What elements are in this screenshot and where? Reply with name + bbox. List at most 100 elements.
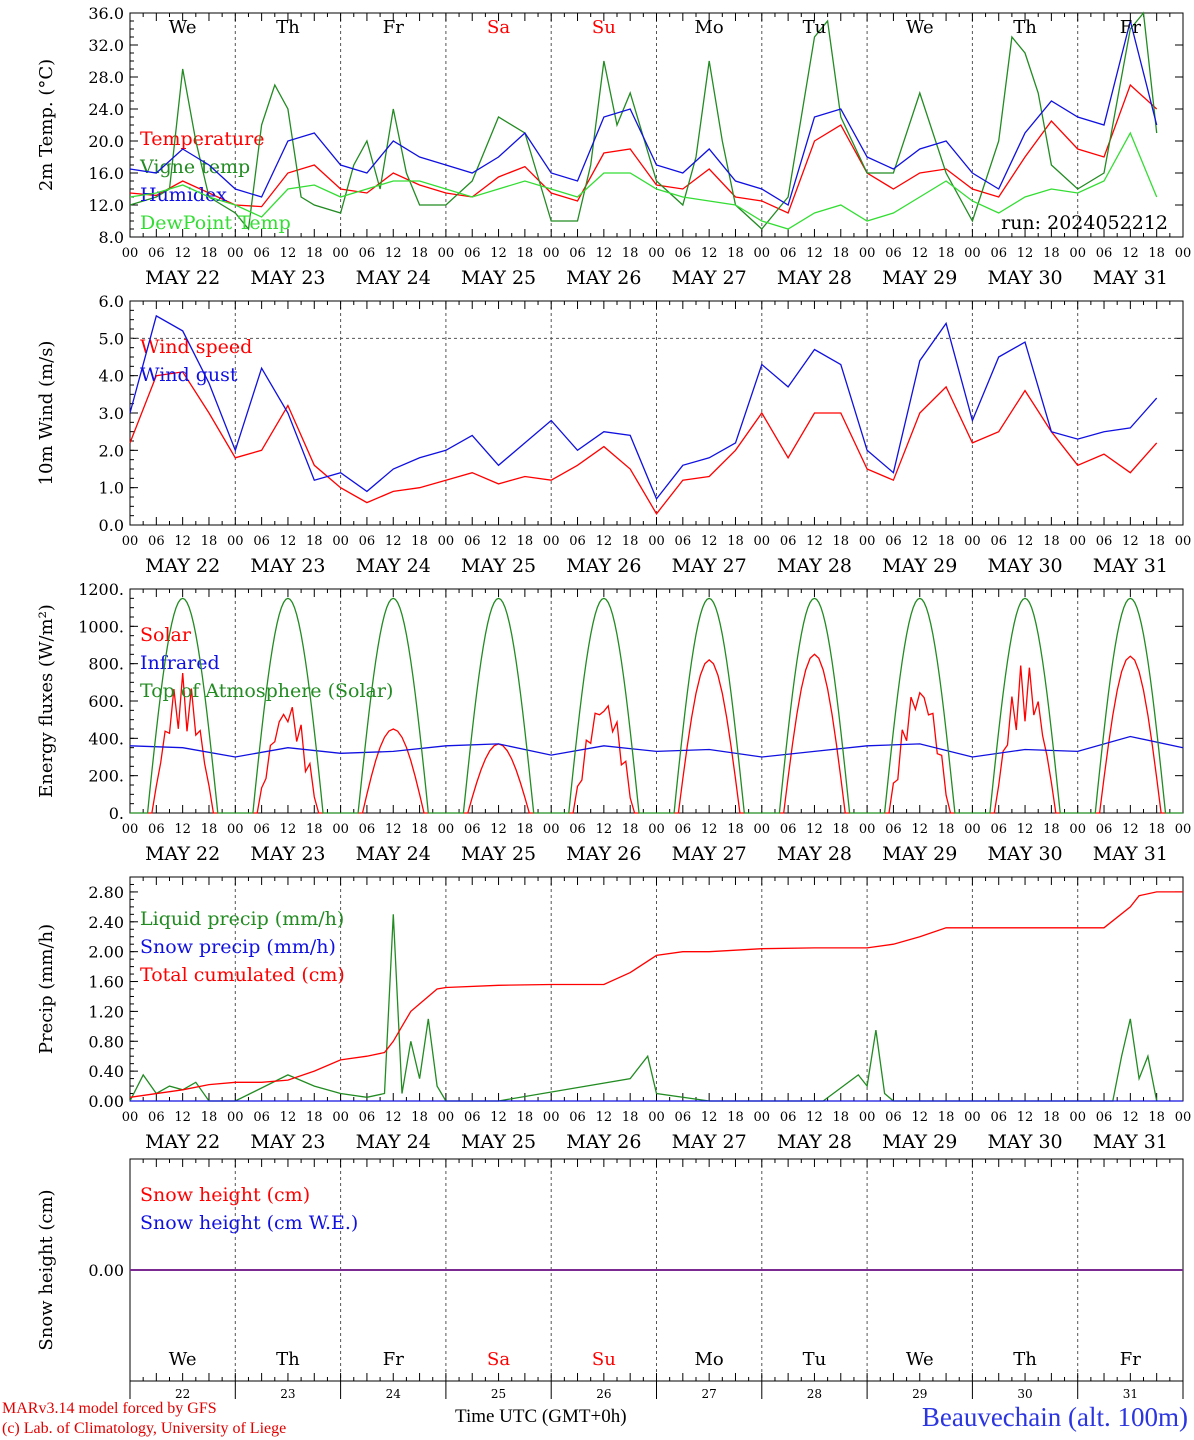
series-line [972, 597, 1078, 814]
hour-tick-label: 00 [227, 822, 244, 837]
day-number-label: 28 [807, 1387, 822, 1401]
legend-entry: Wind speed [140, 336, 252, 358]
hour-tick-label: 06 [359, 822, 376, 837]
hour-tick-label: 12 [806, 1110, 823, 1125]
day-number-label: 25 [491, 1387, 506, 1401]
y-tick-label: 1200. [78, 580, 124, 599]
date-label: MAY 31 [1093, 267, 1168, 289]
hour-tick-label: 00 [1069, 1110, 1086, 1125]
panel-4: 0.00 0.40 0.80 1.20 1.60 2.00 2.40 2.80 Precip (… [36, 876, 1191, 1153]
series-line [867, 597, 973, 814]
series-line [1095, 655, 1166, 814]
y-tick-label: 0.40 [88, 1062, 124, 1081]
date-label: MAY 30 [987, 1131, 1062, 1153]
hour-tick-label: 18 [517, 1110, 534, 1125]
hour-tick-label: 00 [227, 1110, 244, 1125]
weekday-label: Fr [383, 17, 404, 38]
date-label: MAY 28 [777, 555, 852, 577]
hour-tick-label: 18 [306, 822, 323, 837]
weekday-label: Fr [1120, 1349, 1141, 1370]
weekday-label: Su [592, 1349, 616, 1370]
date-label: MAY 26 [566, 1131, 641, 1153]
date-label: MAY 22 [145, 1131, 220, 1153]
day-number-label: 27 [702, 1387, 717, 1401]
legend-entry: Humidex [140, 184, 227, 206]
hour-tick-label: 12 [596, 246, 613, 261]
date-label: MAY 22 [145, 843, 220, 865]
date-label: MAY 29 [882, 1131, 957, 1153]
weekday-label: We [169, 1349, 197, 1370]
hour-tick-label: 06 [464, 246, 481, 261]
y-tick-label: 4.0 [99, 367, 124, 386]
hour-tick-label: 06 [569, 1110, 586, 1125]
legend-entry: Snow height (cm W.E.) [140, 1212, 358, 1234]
series-line [129, 735, 1184, 758]
hour-tick-label: 00 [438, 1110, 455, 1125]
y-axis-label: Precip (mm/h) [36, 924, 57, 1054]
hour-tick-label: 06 [990, 822, 1007, 837]
weekday-label: Fr [383, 1349, 404, 1370]
hour-tick-label: 00 [1069, 534, 1086, 549]
hour-tick-label: 12 [174, 534, 191, 549]
hour-tick-label: 18 [1043, 534, 1060, 549]
hour-tick-label: 18 [833, 1110, 850, 1125]
date-label: MAY 31 [1093, 843, 1168, 865]
series-line [445, 597, 552, 814]
hour-tick-label: 00 [648, 1110, 665, 1125]
legend-entry: Infrared [140, 652, 220, 674]
hour-tick-label: 06 [1096, 246, 1113, 261]
hour-tick-label: 00 [754, 822, 771, 837]
legend-entry: Wind gust [140, 364, 238, 386]
y-axis-label: 2m Temp. (°C) [36, 59, 57, 191]
date-label: MAY 30 [987, 267, 1062, 289]
hour-tick-label: 18 [727, 246, 744, 261]
y-tick-label: 16.0 [88, 164, 124, 183]
hour-tick-label: 12 [174, 1110, 191, 1125]
hour-tick-label: 12 [596, 822, 613, 837]
y-tick-label: 2.40 [88, 913, 124, 932]
weekday-label: Th [1013, 17, 1037, 38]
weekday-label: Th [1013, 1349, 1037, 1370]
hour-tick-label: 12 [385, 822, 402, 837]
hour-tick-label: 18 [306, 534, 323, 549]
hour-tick-label: 06 [990, 1110, 1007, 1125]
series-line [130, 597, 236, 814]
hour-tick-label: 18 [517, 246, 534, 261]
hour-tick-label: 00 [543, 822, 560, 837]
hour-tick-label: 12 [280, 1110, 297, 1125]
hour-tick-label: 06 [253, 246, 270, 261]
panel-5: 0.00 Snow height (cm) Snow height (cm) Snow… [36, 1158, 1184, 1401]
date-label: MAY 26 [566, 267, 641, 289]
weekday-label: We [906, 17, 934, 38]
date-label: MAY 25 [461, 267, 536, 289]
weekday-label: Tu [803, 17, 827, 38]
date-label: MAY 22 [145, 555, 220, 577]
day-number-label: 22 [175, 1387, 190, 1401]
legend-entry: Vigne temp [139, 156, 250, 178]
day-number-label: 30 [1017, 1387, 1032, 1401]
hour-tick-label: 18 [622, 534, 639, 549]
hour-tick-label: 06 [885, 822, 902, 837]
y-tick-label: 2.00 [88, 943, 124, 962]
hour-tick-label: 12 [911, 534, 928, 549]
station-name: Beauvechain (alt. 100m) [921, 1402, 1188, 1432]
legend-entry: Snow precip (mm/h) [140, 936, 336, 958]
hour-tick-label: 12 [806, 822, 823, 837]
hour-tick-label: 18 [306, 1110, 323, 1125]
series-line [656, 597, 762, 814]
hour-tick-label: 18 [938, 534, 955, 549]
date-label: MAY 23 [250, 555, 325, 577]
hour-tick-label: 00 [859, 1110, 876, 1125]
series-line [358, 728, 429, 814]
hour-tick-label: 12 [490, 534, 507, 549]
hour-tick-label: 18 [201, 1110, 218, 1125]
y-tick-label: 8.0 [99, 228, 124, 247]
hour-tick-label: 00 [122, 534, 139, 549]
credit-line-model: MARv3.14 model forced by GFS [2, 1400, 217, 1417]
series-line [129, 314, 1158, 501]
hour-tick-label: 06 [990, 246, 1007, 261]
y-tick-label: 5.0 [99, 329, 124, 348]
hour-tick-label: 00 [332, 246, 349, 261]
date-label: MAY 23 [250, 1131, 325, 1153]
